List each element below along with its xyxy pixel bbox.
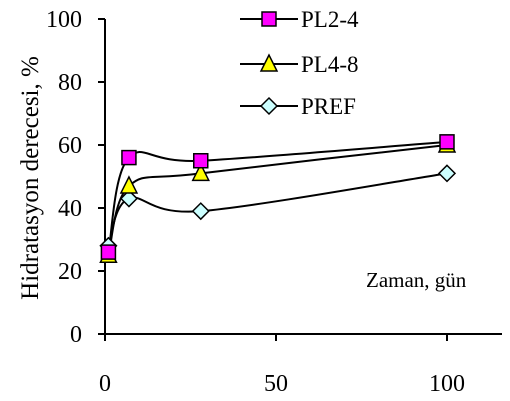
data-point-PREF — [191, 202, 210, 221]
data-point-PL2-4 — [121, 149, 137, 166]
legend-marker — [261, 11, 277, 27]
x-tick-label: 50 — [264, 371, 288, 397]
data-point-PL4-8 — [191, 162, 210, 182]
y-axis-title: Hidratasyon derecesi, % — [17, 56, 44, 300]
series-line-PL2-4 — [107, 140, 448, 253]
y-tick-label: 20 — [58, 259, 82, 285]
legend-label: PL2-4 — [301, 7, 359, 32]
series-markers — [99, 134, 457, 263]
data-point-PREF — [437, 164, 457, 183]
data-point-PL2-4 — [193, 153, 209, 169]
data-point-PL2-4 — [100, 244, 117, 260]
series-lines — [107, 140, 448, 256]
y-tick-label: 40 — [58, 196, 82, 222]
x-axis-annotation: Zaman, gün — [366, 268, 467, 292]
legend-marker — [259, 53, 279, 72]
legend: PL2-4 PL4-8 PREF — [240, 7, 359, 119]
series-line-PL4-8 — [107, 144, 448, 256]
chart-ticks: 0 20 40 60 80 100 0 50 100 — [46, 7, 465, 397]
legend-marker — [259, 96, 279, 116]
y-tick-label: 80 — [58, 70, 82, 96]
chart-axes — [104, 19, 502, 335]
x-tick-label: 100 — [429, 371, 465, 397]
legend-label: PL4-8 — [301, 52, 359, 77]
y-tick-label: 0 — [70, 322, 82, 348]
data-point-PREF — [119, 189, 139, 208]
y-tick-label: 60 — [58, 133, 82, 159]
data-point-PL2-4 — [439, 134, 455, 150]
data-point-PL4-8 — [119, 175, 139, 194]
series-line-PREF — [107, 172, 448, 247]
legend-label: PREF — [301, 94, 356, 119]
x-tick-label: 0 — [99, 371, 111, 397]
y-tick-label: 100 — [46, 7, 82, 33]
